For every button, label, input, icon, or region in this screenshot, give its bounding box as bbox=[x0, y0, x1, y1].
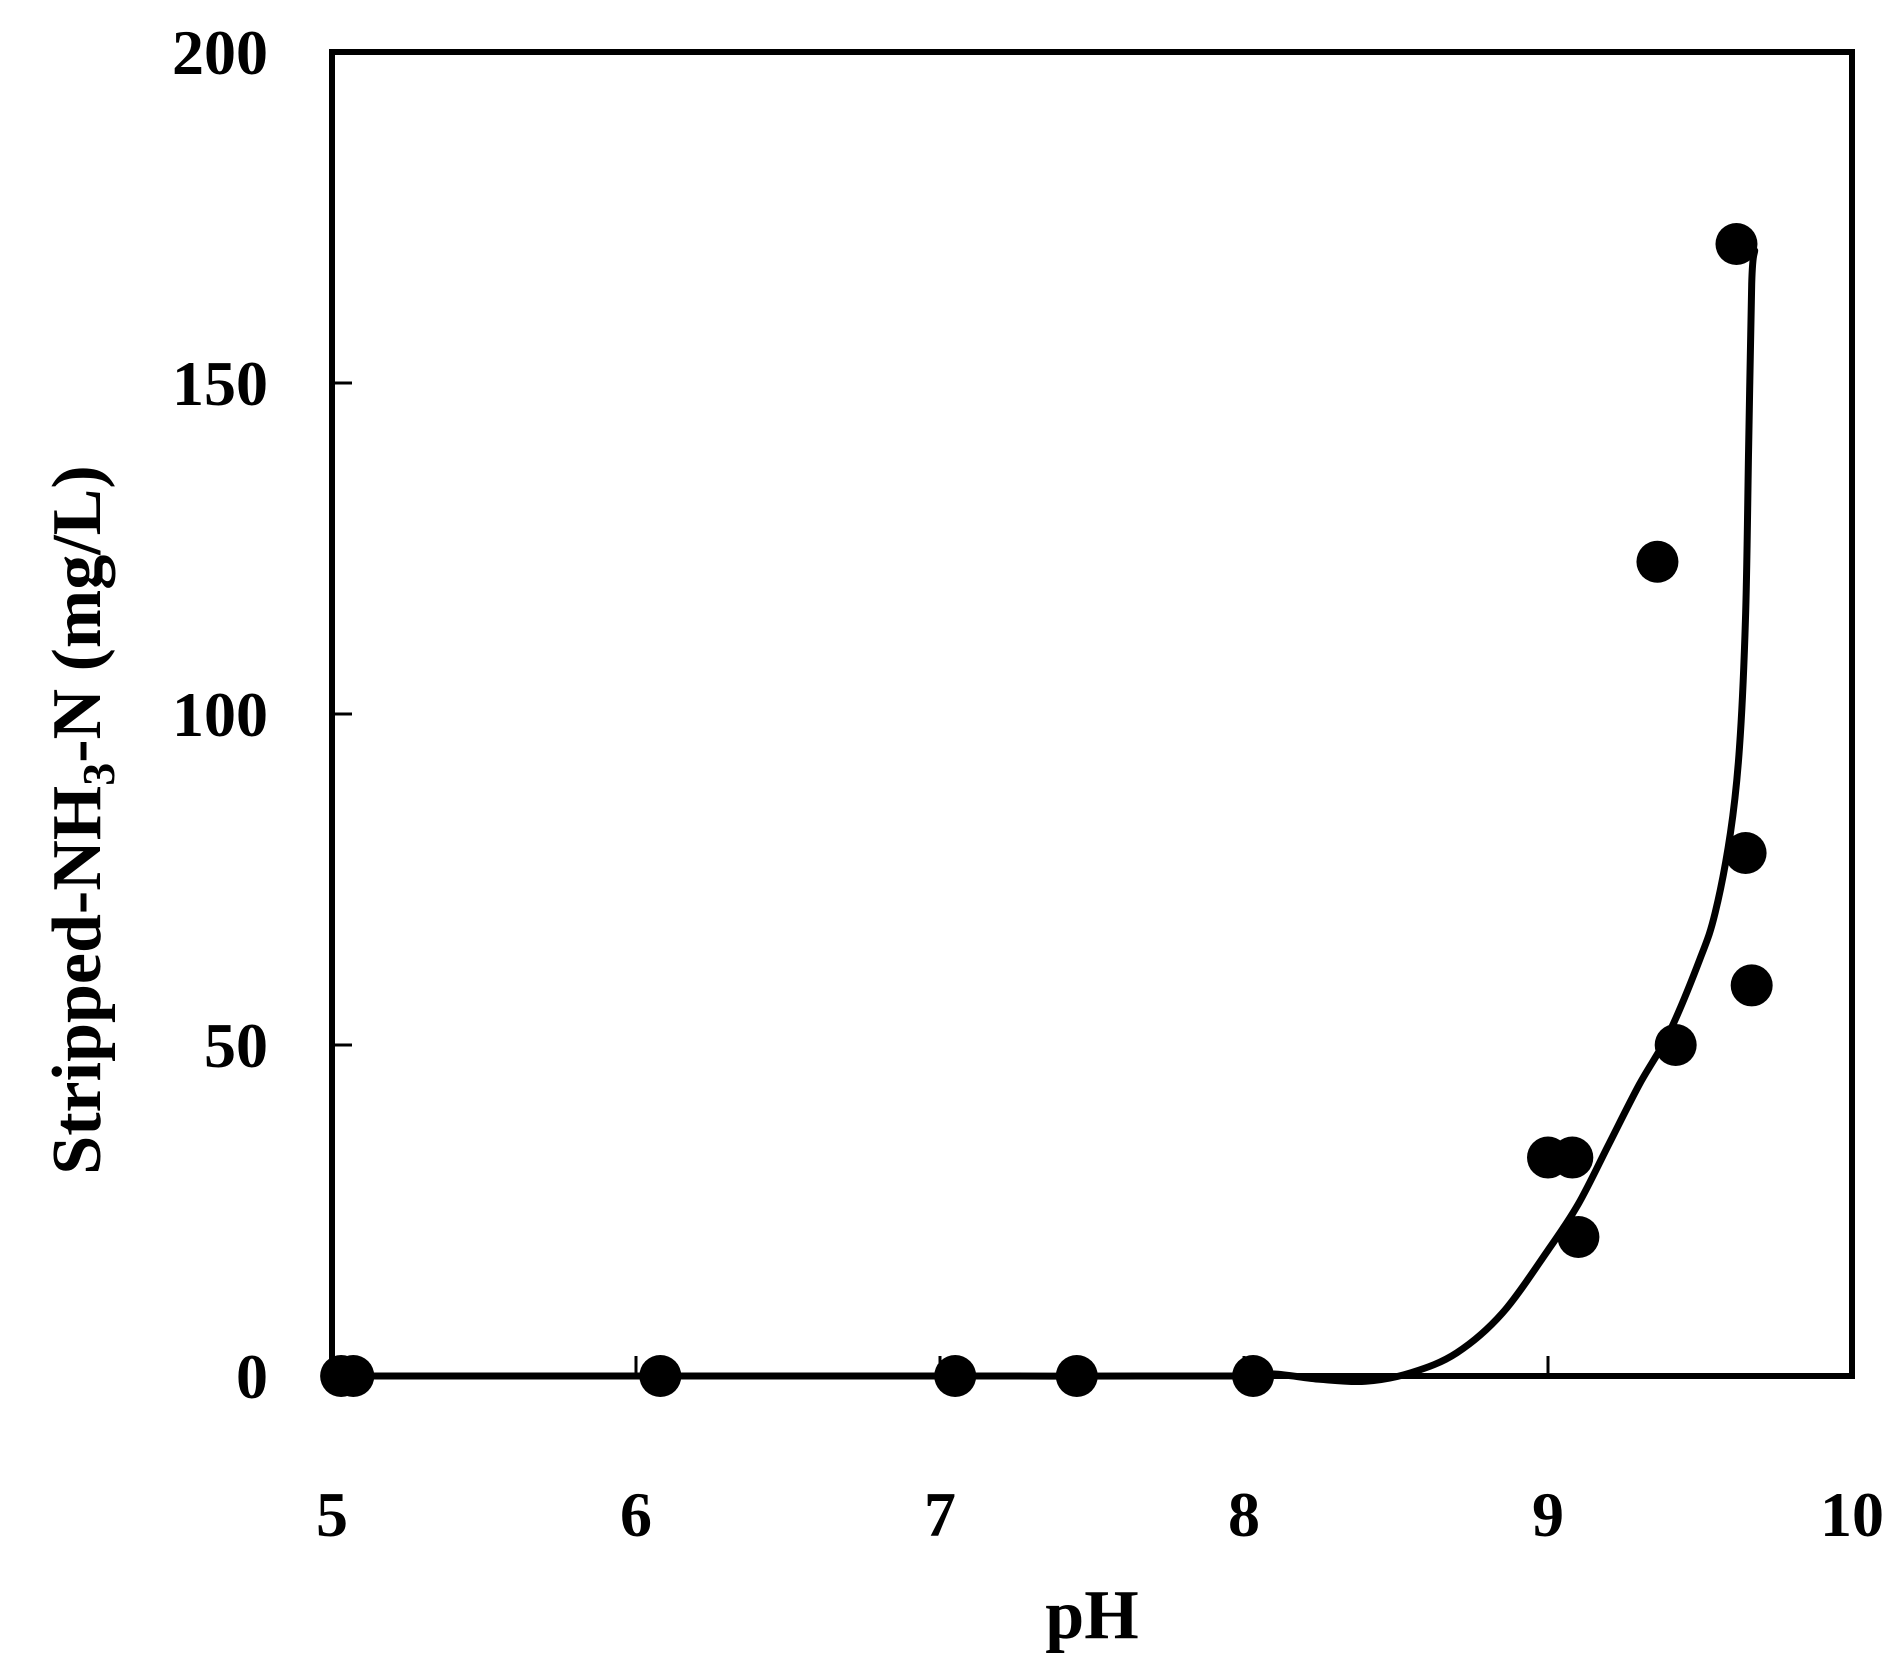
y-tick-label: 100 bbox=[172, 679, 268, 750]
x-axis-label: pH bbox=[1045, 1577, 1138, 1654]
data-point bbox=[639, 1355, 682, 1397]
y-axis-label-main: Stripped-NH bbox=[39, 786, 116, 1175]
x-tick-label: 8 bbox=[1228, 1479, 1260, 1550]
data-point bbox=[1715, 222, 1758, 265]
x-tick-label: 10 bbox=[1820, 1479, 1884, 1550]
data-point bbox=[1055, 1355, 1098, 1397]
data-point bbox=[1636, 540, 1679, 583]
data-point bbox=[934, 1355, 977, 1397]
data-point bbox=[1232, 1355, 1275, 1397]
y-tick-label: 150 bbox=[172, 348, 268, 419]
data-point bbox=[1654, 1024, 1697, 1066]
data-point bbox=[1557, 1215, 1600, 1258]
fit-line bbox=[328, 247, 1759, 1386]
y-tick-label: 0 bbox=[236, 1341, 268, 1412]
data-point bbox=[1724, 832, 1767, 875]
x-tick-label: 7 bbox=[924, 1479, 956, 1550]
data-point bbox=[332, 1355, 375, 1397]
x-tick-label: 9 bbox=[1532, 1479, 1564, 1550]
x-tick-labels: 5 6 7 8 9 10 bbox=[316, 1479, 1884, 1550]
x-tick-label: 6 bbox=[620, 1479, 652, 1550]
y-axis-label-tail: -N (mg/L) bbox=[39, 465, 116, 762]
data-point bbox=[1730, 964, 1773, 1007]
y-tick-labels: 0 50 100 150 200 bbox=[172, 17, 268, 1412]
x-tick-label: 5 bbox=[316, 1479, 348, 1550]
data-points bbox=[320, 222, 1773, 1397]
y-tick-label: 200 bbox=[172, 17, 268, 88]
plot-frame bbox=[329, 49, 1855, 1379]
y-tick-label: 50 bbox=[204, 1010, 268, 1081]
data-point bbox=[1551, 1136, 1594, 1179]
y-axis-label-subscript: 3 bbox=[73, 763, 124, 786]
y-axis-label: Stripped-NH3-N (mg/L) bbox=[39, 465, 124, 1174]
